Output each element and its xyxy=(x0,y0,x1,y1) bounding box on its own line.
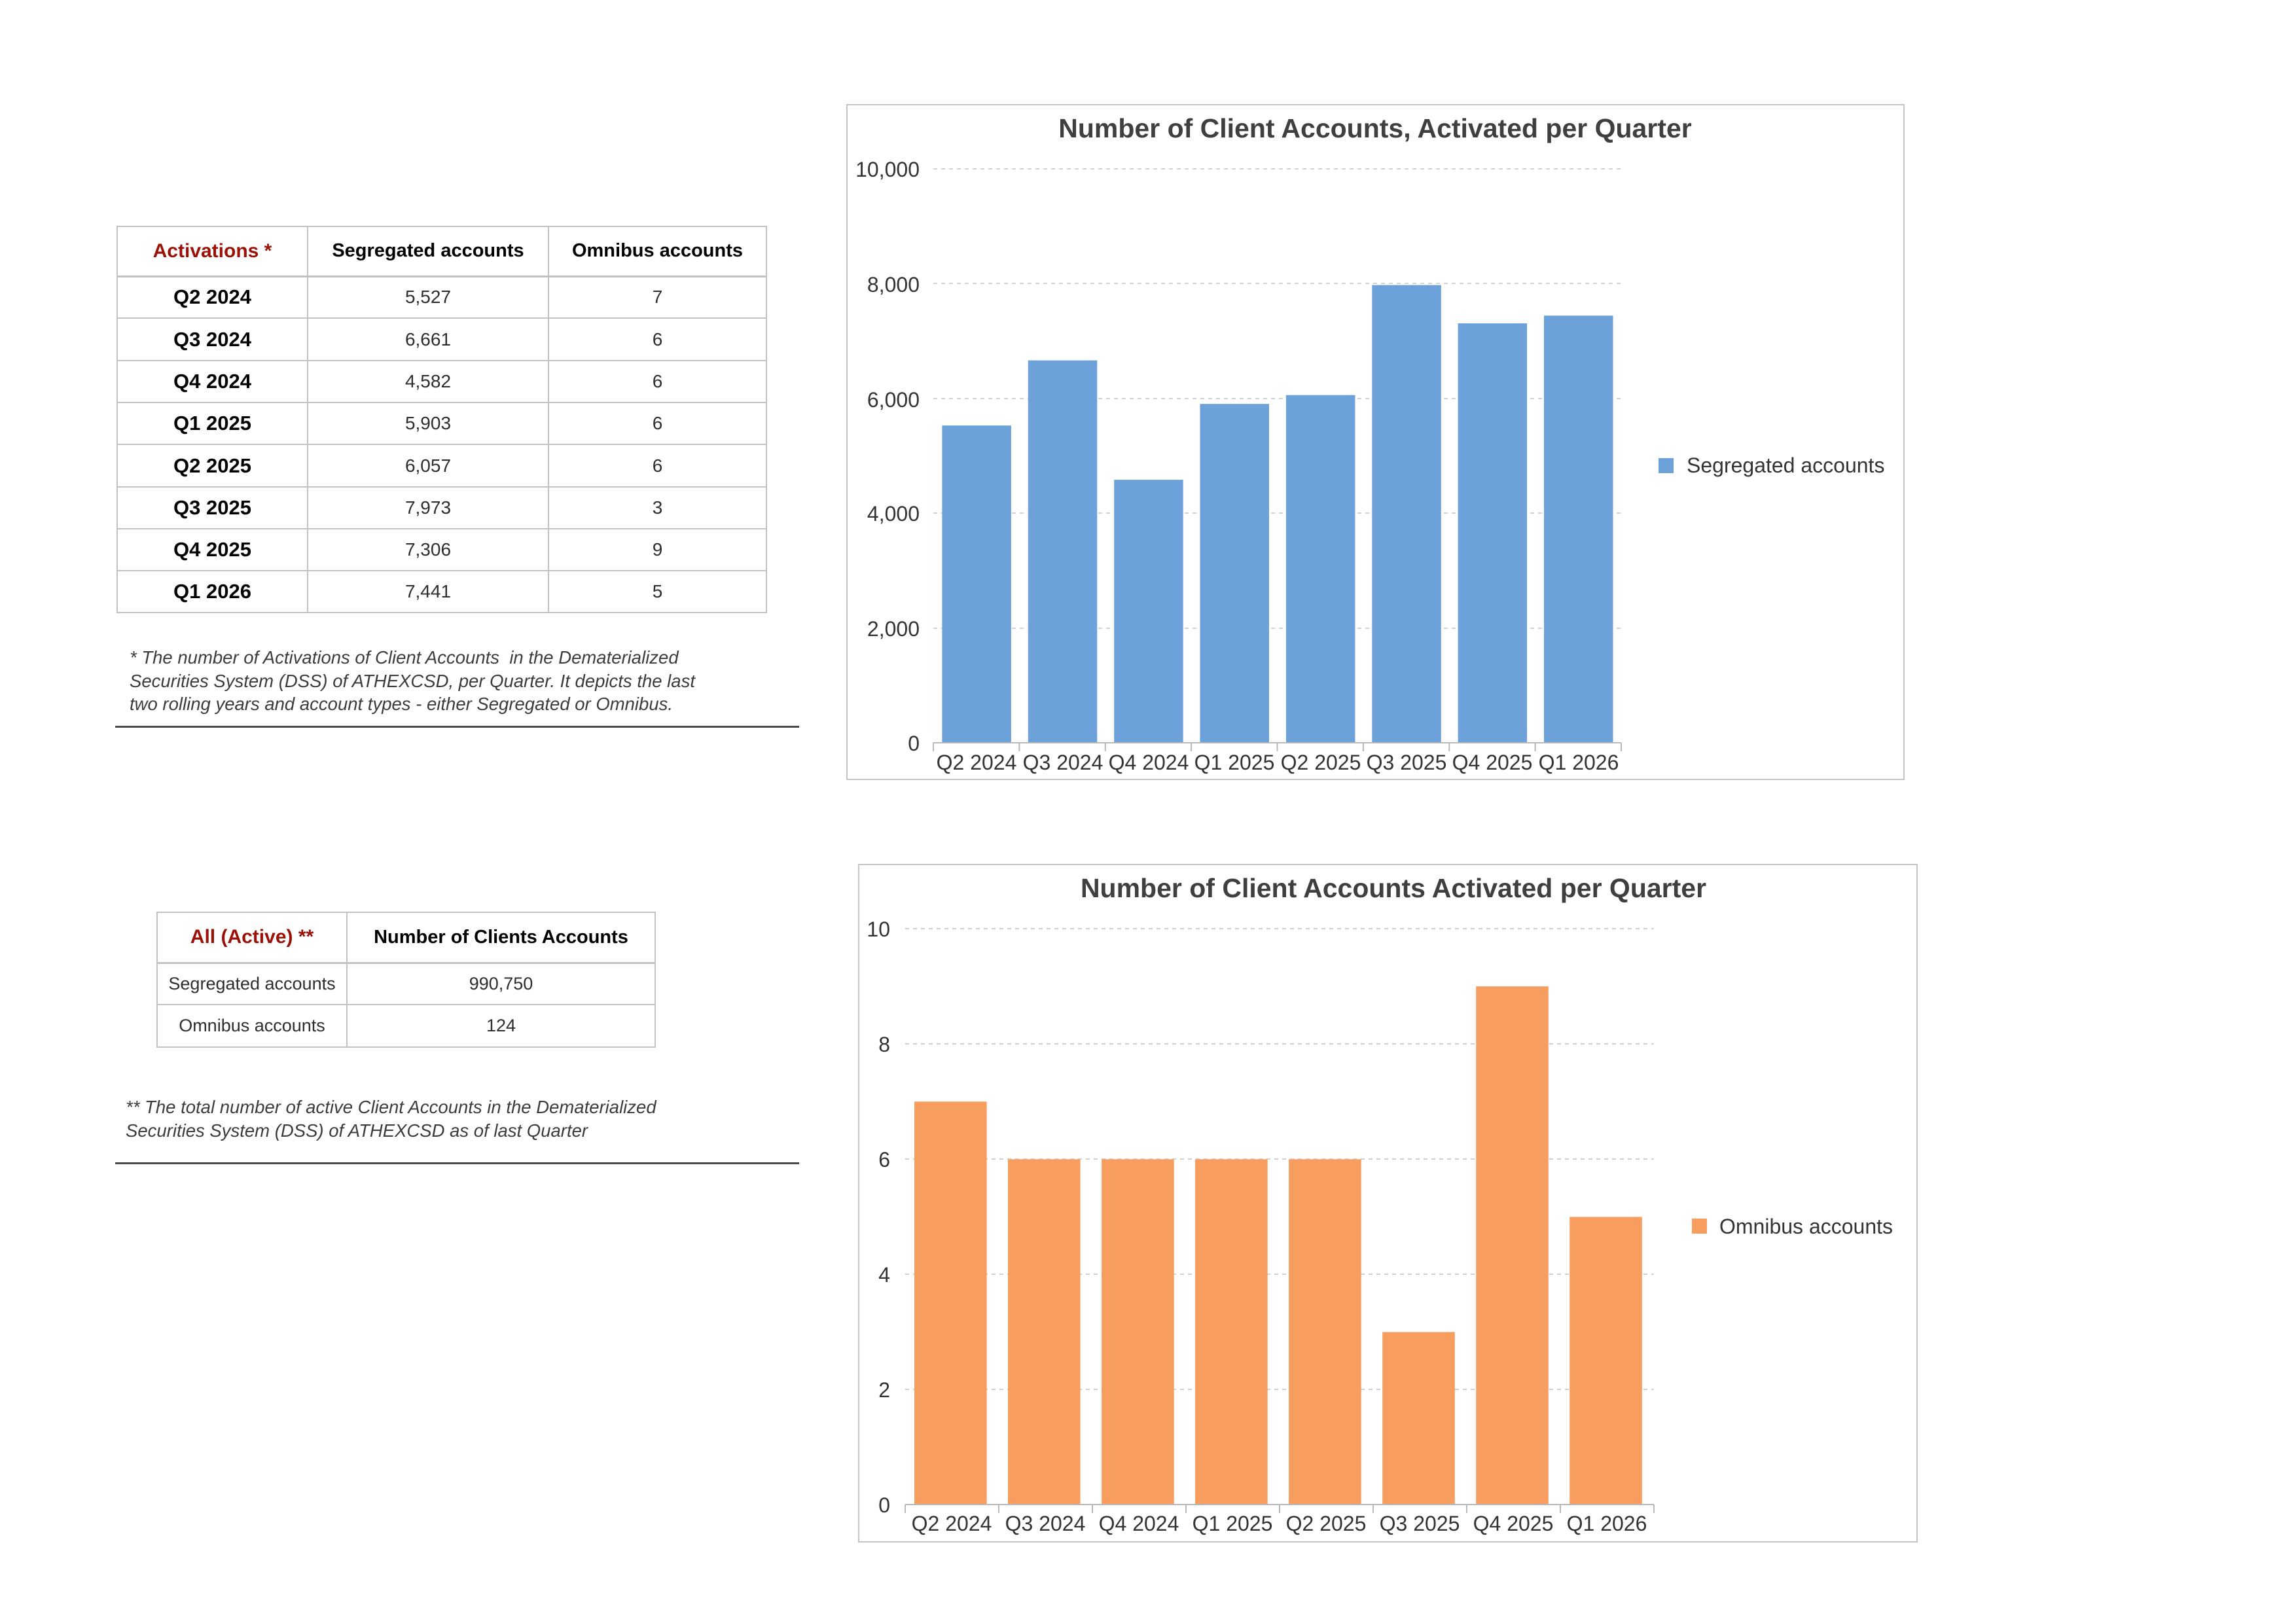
svg-text:10: 10 xyxy=(867,918,890,941)
svg-text:Segregated accounts: Segregated accounts xyxy=(1687,454,1884,477)
svg-text:Q3 2025: Q3 2025 xyxy=(1367,751,1447,774)
svg-text:Q3 2024: Q3 2024 xyxy=(1005,1512,1086,1535)
svg-text:8,000: 8,000 xyxy=(867,273,920,296)
svg-text:Q2 2025: Q2 2025 xyxy=(1281,751,1361,774)
svg-text:Q4 2024: Q4 2024 xyxy=(1109,751,1189,774)
svg-text:Omnibus accounts: Omnibus accounts xyxy=(1719,1215,1893,1238)
svg-text:Q4 2025: Q4 2025 xyxy=(1452,751,1533,774)
svg-text:Q1 2026: Q1 2026 xyxy=(1539,751,1619,774)
svg-text:Q2 2024: Q2 2024 xyxy=(937,751,1017,774)
svg-text:10,000: 10,000 xyxy=(855,158,920,181)
svg-text:8: 8 xyxy=(878,1033,890,1056)
svg-text:Number of Client Accounts, Act: Number of Client Accounts, Activated per… xyxy=(1058,113,1692,143)
svg-text:Q1 2025: Q1 2025 xyxy=(1193,1512,1273,1535)
svg-text:6,000: 6,000 xyxy=(867,388,920,412)
svg-text:4,000: 4,000 xyxy=(867,502,920,526)
svg-text:Q2 2024: Q2 2024 xyxy=(912,1512,992,1535)
svg-text:6: 6 xyxy=(878,1148,890,1171)
svg-text:Q4 2025: Q4 2025 xyxy=(1473,1512,1554,1535)
svg-text:Q1 2026: Q1 2026 xyxy=(1567,1512,1647,1535)
svg-text:Q4 2024: Q4 2024 xyxy=(1099,1512,1179,1535)
svg-text:Q3 2024: Q3 2024 xyxy=(1023,751,1103,774)
svg-text:4: 4 xyxy=(878,1263,890,1287)
svg-text:0: 0 xyxy=(908,732,920,755)
svg-text:0: 0 xyxy=(878,1493,890,1517)
svg-text:Q2 2025: Q2 2025 xyxy=(1286,1512,1367,1535)
svg-text:2: 2 xyxy=(878,1378,890,1402)
svg-text:Q3 2025: Q3 2025 xyxy=(1380,1512,1460,1535)
svg-text:2,000: 2,000 xyxy=(867,617,920,641)
svg-text:Q1 2025: Q1 2025 xyxy=(1194,751,1275,774)
svg-text:Number of Client Accounts Acti: Number of Client Accounts Activated per … xyxy=(1081,873,1706,903)
